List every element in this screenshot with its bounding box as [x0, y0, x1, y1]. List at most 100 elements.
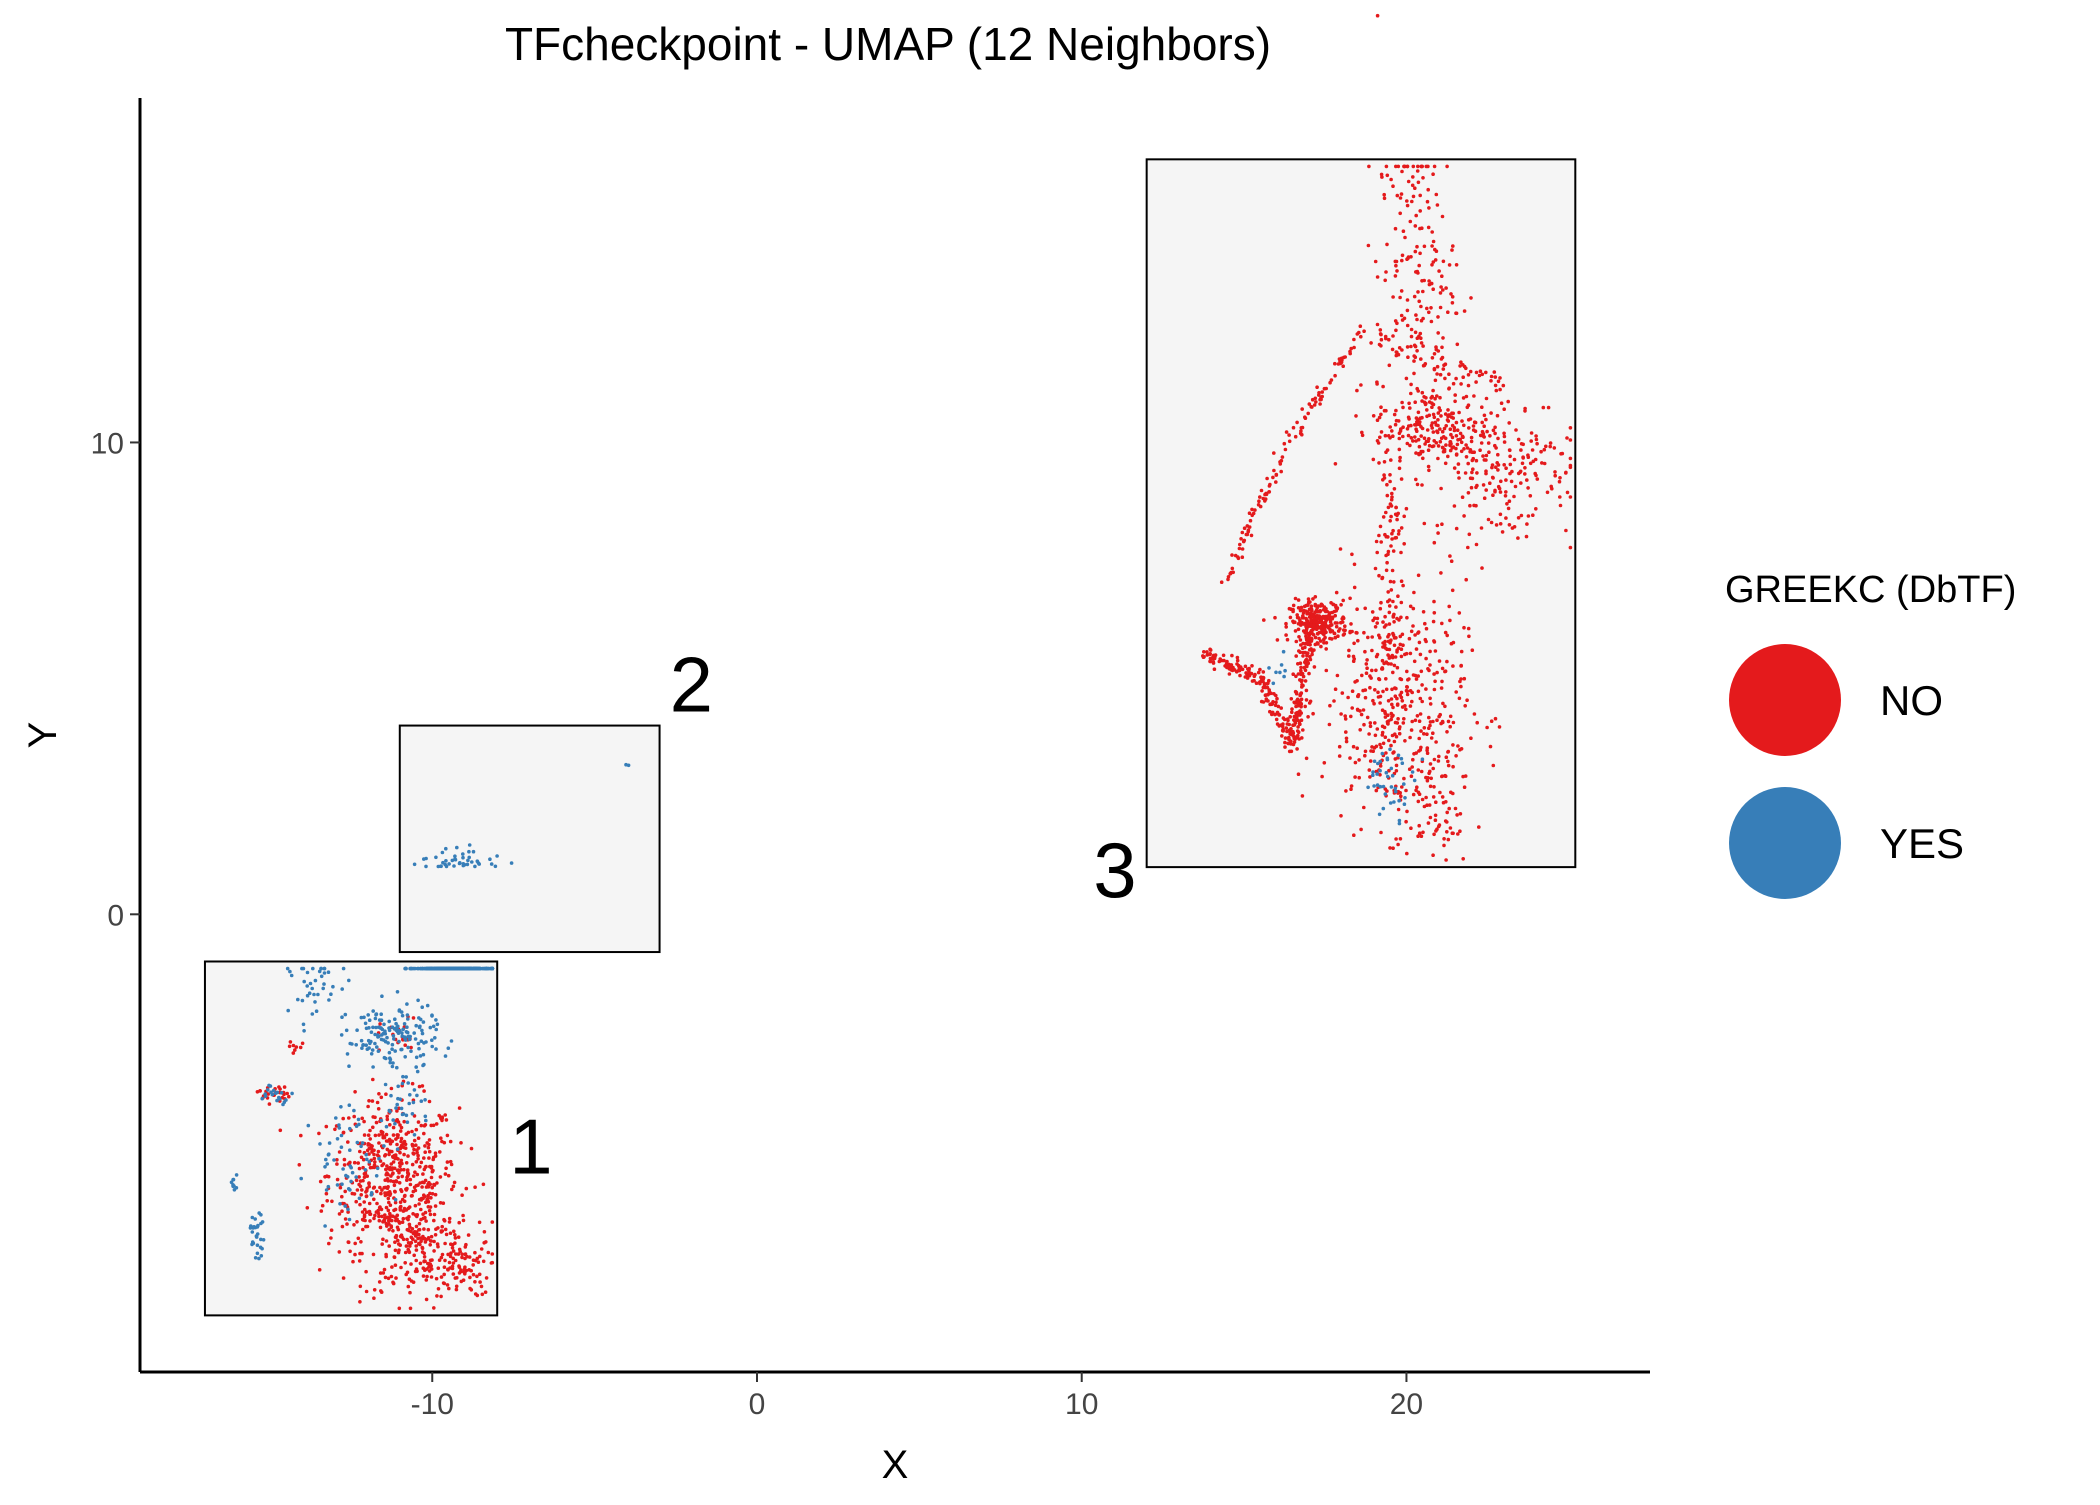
- point: [1381, 384, 1385, 389]
- point: [1318, 639, 1323, 643]
- point: [1337, 754, 1342, 758]
- point: [1418, 652, 1423, 657]
- point: [1460, 495, 1465, 500]
- point: [1399, 677, 1404, 682]
- point: [1378, 784, 1383, 789]
- point: [425, 1197, 430, 1201]
- point: [1440, 679, 1444, 684]
- point: [1389, 177, 1393, 182]
- point: [1250, 664, 1254, 668]
- point: [1328, 623, 1332, 628]
- point: [1285, 637, 1290, 642]
- point: [395, 1109, 399, 1113]
- point: [1282, 717, 1287, 722]
- point: [414, 1248, 419, 1252]
- point: [406, 1045, 410, 1050]
- point: [1422, 521, 1427, 526]
- point: [389, 1274, 394, 1279]
- point: [1469, 435, 1474, 440]
- point: [1455, 442, 1460, 447]
- cluster-label-2: 2: [670, 641, 713, 729]
- point: [1259, 488, 1264, 493]
- point: [439, 1294, 443, 1299]
- point: [1430, 244, 1434, 248]
- point: [1375, 418, 1380, 423]
- point: [377, 1280, 382, 1284]
- point: [1283, 740, 1287, 745]
- point: [1424, 795, 1428, 800]
- point: [427, 1208, 432, 1213]
- point: [397, 1106, 401, 1111]
- point: [1304, 658, 1309, 663]
- point: [1504, 516, 1508, 520]
- point: [1392, 412, 1397, 417]
- point: [266, 1088, 270, 1092]
- point: [1335, 673, 1340, 678]
- point: [1450, 435, 1455, 440]
- point: [1428, 696, 1432, 701]
- point: [1402, 717, 1406, 721]
- point: [1221, 653, 1226, 658]
- point: [401, 1112, 406, 1116]
- point: [1363, 606, 1367, 611]
- point: [1378, 773, 1382, 777]
- point: [1276, 711, 1280, 716]
- point: [381, 1237, 385, 1242]
- point: [1310, 608, 1314, 613]
- point: [1429, 776, 1433, 781]
- point: [1378, 606, 1383, 611]
- point: [1250, 507, 1254, 512]
- point: [1413, 186, 1417, 190]
- point: [1386, 549, 1391, 554]
- point: [1462, 447, 1466, 451]
- point: [471, 849, 476, 854]
- point: [1484, 396, 1489, 401]
- point: [1380, 730, 1385, 735]
- point: [353, 1252, 357, 1257]
- point: [1385, 482, 1389, 487]
- point: [1391, 528, 1395, 533]
- point: [1401, 405, 1405, 410]
- point: [367, 1099, 371, 1103]
- point: [1448, 448, 1453, 453]
- point: [385, 1035, 389, 1040]
- point: [384, 1139, 389, 1143]
- point: [473, 1292, 478, 1296]
- point: [302, 1029, 306, 1033]
- point: [1391, 670, 1395, 675]
- point: [390, 1025, 395, 1029]
- point: [337, 1123, 341, 1127]
- point: [1399, 615, 1403, 620]
- point: [1404, 376, 1409, 381]
- point: [423, 1150, 428, 1154]
- point: [286, 1008, 291, 1013]
- point: [1387, 610, 1392, 615]
- point: [1298, 661, 1303, 665]
- point: [365, 1188, 369, 1193]
- point: [369, 1143, 373, 1148]
- point: [1402, 542, 1406, 546]
- point: [1317, 636, 1321, 641]
- point: [1366, 785, 1370, 790]
- point: [1469, 736, 1473, 740]
- point: [1319, 624, 1324, 629]
- point: [258, 1089, 262, 1093]
- point: [1433, 813, 1438, 818]
- point: [402, 1167, 406, 1172]
- point: [1464, 366, 1468, 371]
- point: [1477, 373, 1482, 378]
- point: [1495, 413, 1500, 418]
- point: [1383, 735, 1388, 739]
- point: [1475, 483, 1479, 488]
- point: [1379, 172, 1384, 177]
- point: [231, 1177, 236, 1182]
- point: [465, 862, 470, 867]
- point: [1435, 372, 1439, 376]
- point: [407, 1037, 412, 1042]
- point: [509, 861, 514, 865]
- point: [421, 1172, 425, 1176]
- point: [1523, 406, 1527, 411]
- point: [1390, 773, 1395, 778]
- point: [427, 1149, 432, 1154]
